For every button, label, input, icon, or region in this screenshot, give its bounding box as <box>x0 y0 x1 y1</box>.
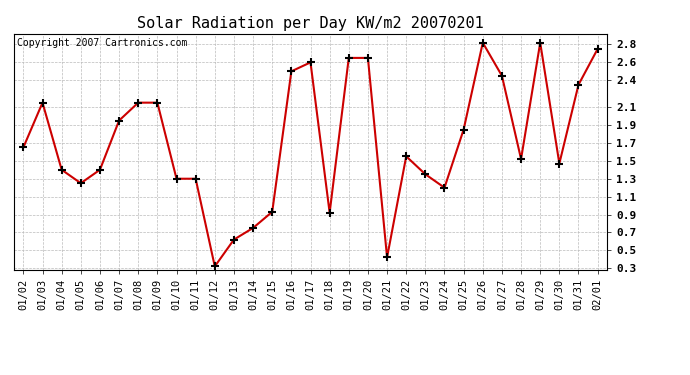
Text: Copyright 2007 Cartronics.com: Copyright 2007 Cartronics.com <box>17 39 187 48</box>
Title: Solar Radiation per Day KW/m2 20070201: Solar Radiation per Day KW/m2 20070201 <box>137 16 484 31</box>
